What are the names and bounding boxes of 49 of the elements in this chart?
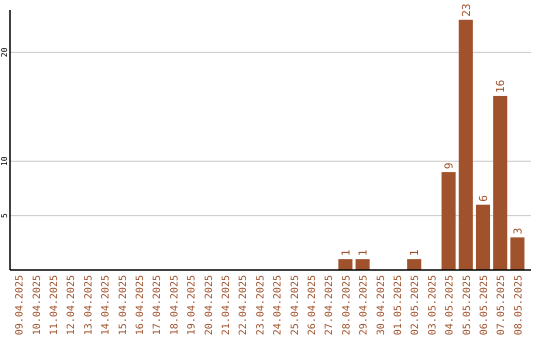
x-tick-label: 13.04.2025 (83, 275, 94, 336)
x-tick-label: 18.04.2025 (169, 275, 180, 336)
x-tick-label: 12.04.2025 (66, 275, 78, 336)
x-tick-label: 10.04.2025 (32, 275, 43, 336)
x-tick-label: 20.04.2025 (204, 275, 215, 336)
data-label: 1 (339, 249, 352, 256)
x-tick-label: 16.04.2025 (135, 275, 146, 336)
bar (493, 96, 508, 270)
x-tick-label: 11.04.2025 (49, 275, 60, 336)
y-tick-label: 20 (0, 47, 9, 58)
bar (338, 259, 352, 270)
bar (407, 259, 422, 270)
data-label: 9 (442, 162, 456, 170)
x-tick-label: 30.04.2025 (376, 275, 387, 336)
x-tick-label: 07.05.2025 (496, 275, 508, 336)
data-label: 16 (494, 80, 508, 93)
x-tick-label: 28.04.2025 (341, 275, 352, 336)
x-tick-label: 09.04.2025 (14, 275, 26, 336)
x-tick-label: 17.04.2025 (152, 275, 164, 336)
x-tick-label: 25.04.2025 (290, 275, 301, 336)
bar (476, 204, 490, 270)
bar (510, 237, 524, 270)
x-tick-label: 04.05.2025 (444, 275, 456, 336)
x-tick-label: 03.05.2025 (427, 275, 438, 336)
x-tick-label: 22.04.2025 (238, 275, 250, 336)
x-tick-label: 23.04.2025 (255, 275, 266, 336)
x-tick-label: 26.04.2025 (307, 275, 318, 336)
data-label: 1 (356, 249, 370, 256)
x-tick-label: 05.05.2025 (462, 275, 473, 336)
x-tick-label: 01.05.2025 (393, 275, 404, 336)
x-tick-label: 21.04.2025 (221, 275, 232, 336)
x-tick-label: 19.04.2025 (186, 275, 198, 336)
x-tick-label: 08.05.2025 (513, 275, 524, 336)
data-label: 1 (408, 249, 422, 256)
bar (458, 20, 473, 270)
x-tick-label: 15.04.2025 (118, 275, 129, 336)
x-tick-label: 14.04.2025 (100, 275, 112, 336)
bar (442, 172, 456, 270)
x-tick-label: 27.04.2025 (324, 275, 336, 336)
x-tick-label: 02.05.2025 (410, 275, 422, 336)
x-tick-label: 06.05.2025 (479, 275, 490, 336)
y-tick-label: 5 (0, 213, 9, 218)
data-label: 6 (477, 195, 490, 202)
bar (356, 259, 370, 270)
x-tick-label: 29.04.2025 (358, 275, 370, 336)
data-label: 23 (460, 4, 473, 17)
y-tick-label: 10 (0, 156, 9, 166)
x-tick-label: 24.04.2025 (272, 275, 284, 336)
data-label: 3 (511, 228, 524, 234)
